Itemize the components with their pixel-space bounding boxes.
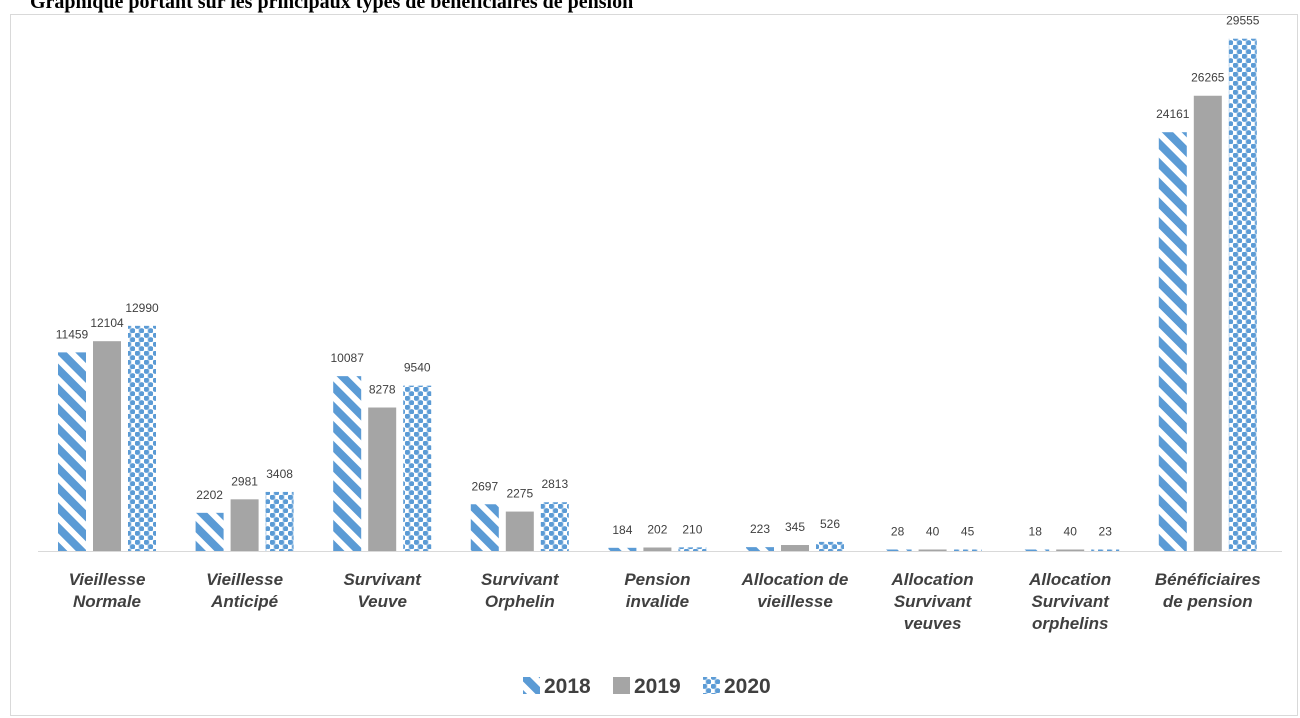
bar-2018-3 — [333, 376, 362, 551]
category-label-9: Bénéficiaires de pension — [1155, 570, 1261, 611]
value-label-2019-7: 40 — [926, 525, 940, 539]
value-label-2019-2: 2981 — [231, 474, 258, 488]
bar-2020-5 — [678, 547, 707, 551]
bar-2019-4 — [505, 511, 534, 551]
value-label-2020-4: 2813 — [541, 477, 568, 491]
legend: 2018 2019 2020 — [523, 675, 771, 698]
legend-swatch-2020 — [703, 677, 720, 694]
category-label-line: Pension — [624, 570, 690, 589]
bar-2018-8 — [1021, 549, 1050, 551]
category-label-line: orphelins — [1032, 614, 1109, 633]
category-label-line: Survivant — [1031, 592, 1110, 611]
bar-2020-8 — [1091, 549, 1120, 551]
value-label-2019-5: 202 — [647, 522, 667, 536]
bar-2018-4 — [470, 504, 499, 551]
value-label-2020-1: 12990 — [125, 301, 159, 315]
legend-label-2019: 2019 — [634, 675, 681, 698]
bar-2019-7 — [918, 549, 947, 551]
bar-2019-1 — [93, 341, 121, 551]
value-label-2019-6: 345 — [785, 520, 805, 534]
category-label-line: Anticipé — [210, 592, 278, 611]
category-label-line: de pension — [1163, 592, 1253, 611]
category-label-1: Vieillesse Normale — [69, 570, 146, 611]
value-label-2018-5: 184 — [612, 523, 632, 537]
category-label-line: invalide — [626, 592, 689, 611]
value-label-2018-3: 10087 — [331, 351, 365, 365]
value-label-2018-7: 28 — [891, 525, 905, 539]
category-label-line: Survivant — [894, 592, 973, 611]
bar-2018-2 — [195, 512, 224, 551]
value-label-2018-4: 2697 — [471, 479, 498, 493]
bar-2019-3 — [368, 407, 397, 551]
bar-2018-7 — [883, 549, 912, 551]
legend-label-2018: 2018 — [544, 675, 591, 698]
value-label-2019-9: 26265 — [1191, 71, 1225, 85]
value-label-2018-1: 11459 — [56, 327, 89, 341]
value-label-2020-9: 29555 — [1226, 14, 1260, 28]
value-label-2019-3: 8278 — [369, 383, 396, 397]
value-label-2019-8: 40 — [1064, 525, 1078, 539]
category-label-line: Allocation de — [741, 570, 849, 589]
value-label-2018-6: 223 — [750, 522, 770, 536]
value-label-2019-4: 2275 — [506, 487, 533, 501]
category-label-line: Survivant — [481, 570, 560, 589]
category-label-line: Vieillesse — [206, 570, 283, 589]
bar-2018-5 — [608, 547, 637, 551]
bars-layer — [58, 38, 1257, 552]
category-label-2: Vieillesse Anticipé — [206, 570, 283, 611]
category-label-line: Survivant — [343, 570, 422, 589]
value-label-2020-5: 210 — [682, 522, 702, 536]
bar-2019-9 — [1193, 95, 1222, 552]
category-label-line: Bénéficiaires — [1155, 570, 1261, 589]
category-label-line: Normale — [73, 592, 141, 611]
bar-2020-7 — [953, 549, 982, 551]
bar-2019-5 — [643, 547, 672, 551]
value-label-2020-8: 23 — [1099, 525, 1113, 539]
bar-2018-1 — [58, 352, 86, 551]
category-label-line: veuves — [904, 614, 962, 633]
category-label-line: Veuve — [357, 592, 406, 611]
legend-swatch-2018 — [523, 677, 540, 694]
value-label-2020-6: 526 — [820, 517, 840, 531]
value-label-2020-3: 9540 — [404, 361, 431, 375]
value-label-2020-7: 45 — [961, 525, 975, 539]
bar-2020-4 — [540, 502, 569, 551]
value-label-2019-1: 12104 — [90, 316, 124, 330]
value-label-2018-9: 24161 — [1156, 107, 1190, 121]
legend-swatch-2019 — [613, 677, 630, 694]
value-label-2020-2: 3408 — [266, 467, 293, 481]
value-label-2018-8: 18 — [1029, 525, 1043, 539]
bar-2019-2 — [230, 499, 259, 551]
bar-2020-3 — [403, 385, 432, 551]
value-label-2018-2: 2202 — [196, 488, 223, 502]
category-label-line: Allocation — [891, 570, 974, 589]
bar-2019-6 — [781, 545, 809, 551]
category-label-5: Pension invalide — [624, 570, 690, 611]
category-label-line: Orphelin — [485, 592, 555, 611]
bar-2018-9 — [1158, 132, 1187, 551]
page-title: Graphique portant sur les principaux typ… — [30, 0, 634, 13]
category-label-4: Survivant Orphelin — [481, 570, 560, 611]
legend-label-2020: 2020 — [724, 675, 771, 698]
category-label-6: Allocation de vieillesse — [741, 570, 849, 611]
category-label-8: Allocation Survivant orphelins — [1028, 570, 1111, 633]
bar-2020-9 — [1228, 38, 1257, 552]
bar-2020-1 — [128, 325, 156, 551]
chart-frame — [10, 14, 1298, 716]
bar-2019-8 — [1056, 549, 1085, 551]
category-label-line: Vieillesse — [69, 570, 146, 589]
category-label-line: vieillesse — [757, 592, 833, 611]
bar-2020-6 — [816, 541, 844, 551]
category-label-7: Allocation Survivant veuves — [891, 570, 974, 633]
category-label-3: Survivant Veuve — [343, 570, 422, 611]
bar-2020-2 — [265, 491, 294, 551]
category-label-line: Allocation — [1028, 570, 1111, 589]
bar-2018-6 — [746, 547, 774, 551]
